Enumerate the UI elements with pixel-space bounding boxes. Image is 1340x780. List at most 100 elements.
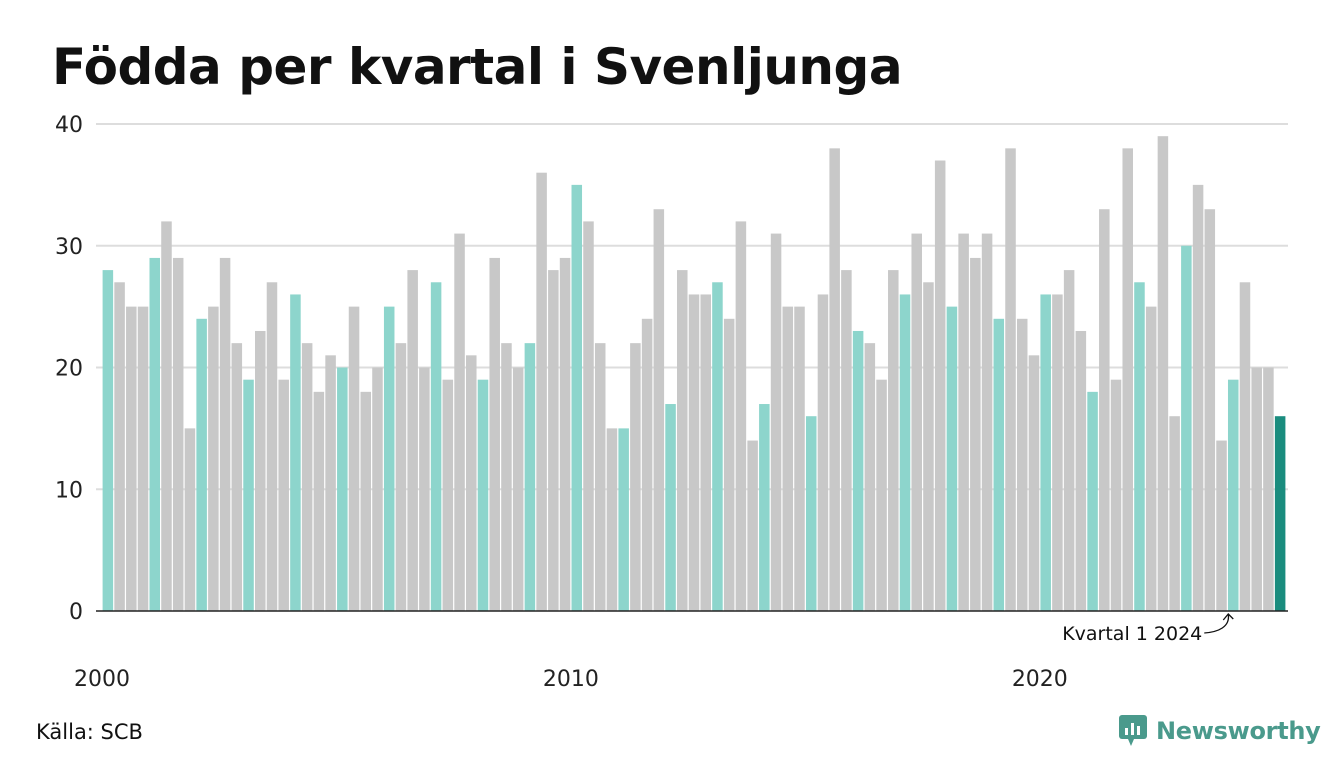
y-tick-label: 0 [69, 600, 83, 625]
source-note: Källa: SCB [36, 720, 143, 744]
bar [747, 440, 758, 611]
bar [864, 343, 876, 611]
bar [677, 270, 688, 611]
bar [114, 282, 125, 611]
bar [888, 270, 899, 611]
bar [161, 221, 172, 611]
bar [817, 294, 829, 611]
bar [219, 257, 231, 611]
bar [1052, 294, 1063, 611]
bar [782, 306, 794, 611]
bar [419, 367, 430, 611]
bar [571, 184, 583, 611]
bar [934, 160, 946, 611]
bar [1099, 209, 1110, 611]
bar [477, 379, 489, 611]
bar [325, 355, 336, 611]
bar [876, 379, 887, 611]
bar [1204, 209, 1216, 611]
bar [1192, 184, 1204, 611]
bar [1251, 367, 1262, 611]
chart-title: Födda per kvartal i Svenljunga [52, 38, 903, 96]
bar [958, 233, 969, 611]
axes: 0 10 20 30 40 2000 2010 2020 [55, 113, 1288, 692]
brand-name: Newsworthy [1156, 717, 1321, 745]
bar [313, 391, 325, 611]
bar [583, 221, 594, 611]
bar [641, 318, 653, 611]
bar [606, 428, 618, 611]
bar [430, 282, 442, 611]
bar [1181, 245, 1192, 611]
bar [1239, 282, 1251, 611]
bar [1157, 136, 1169, 612]
bar [805, 416, 817, 611]
bar [1075, 330, 1087, 611]
bar [1087, 391, 1098, 611]
bar [688, 294, 700, 611]
bar [442, 379, 454, 611]
bar [794, 306, 805, 611]
bar [1263, 367, 1274, 611]
bar [231, 343, 243, 611]
brand-logo: Newsworthy [1118, 714, 1321, 748]
bar [254, 330, 266, 611]
bar [1122, 148, 1134, 611]
bar [489, 257, 500, 611]
bar [1145, 306, 1157, 611]
bar [372, 367, 383, 611]
bar [266, 282, 278, 611]
bar [665, 404, 676, 611]
y-tick-label: 40 [55, 113, 83, 138]
bars [102, 136, 1286, 612]
bar [829, 148, 840, 611]
bar [1169, 416, 1180, 611]
x-tick-label: 2020 [1012, 667, 1068, 692]
bar [630, 343, 641, 611]
bar [196, 318, 207, 611]
bar [208, 306, 219, 611]
bar [278, 379, 289, 611]
bar [290, 294, 301, 611]
bar [512, 367, 524, 611]
bar [970, 257, 981, 611]
annotation-arrow [1204, 613, 1234, 634]
bar [536, 172, 547, 611]
bar [1110, 379, 1122, 611]
bar [301, 343, 313, 611]
y-tick-label: 10 [55, 478, 83, 503]
bar [735, 221, 747, 611]
bar [1005, 148, 1016, 611]
bar [770, 233, 782, 611]
bar [981, 233, 993, 611]
bar [1216, 440, 1227, 611]
bar [653, 209, 665, 611]
bar [383, 306, 395, 611]
annotation-label: Kvartal 1 2024 [1062, 623, 1202, 645]
bar [149, 257, 161, 611]
bar [466, 355, 477, 611]
bar [993, 318, 1005, 611]
x-tick-label: 2010 [543, 667, 599, 692]
bar [454, 233, 465, 611]
bar [102, 270, 114, 611]
bar [1028, 355, 1040, 611]
bar [899, 294, 911, 611]
bar [137, 306, 149, 611]
bar [1040, 294, 1051, 611]
bar [946, 306, 958, 611]
y-tick-label: 20 [55, 357, 83, 382]
bar [911, 233, 922, 611]
bar [360, 391, 372, 611]
bar [618, 428, 629, 611]
bar [524, 343, 536, 611]
bar [723, 318, 735, 611]
x-tick-label: 2000 [74, 667, 130, 692]
bar [126, 306, 137, 611]
bar [1063, 270, 1075, 611]
bar [712, 282, 723, 611]
bar [395, 343, 407, 611]
bar [841, 270, 852, 611]
bar [548, 270, 559, 611]
